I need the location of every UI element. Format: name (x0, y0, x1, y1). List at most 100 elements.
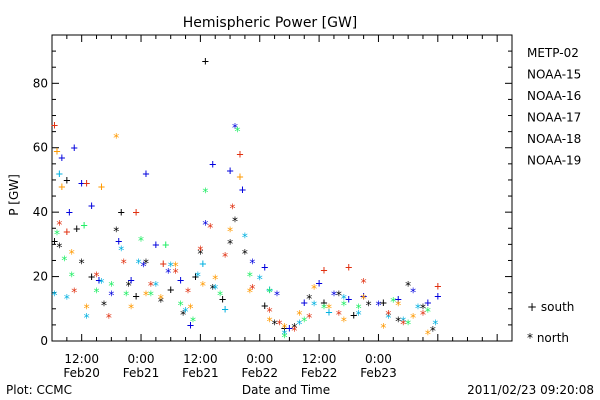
data-point-noaa-17: * (137, 234, 144, 248)
data-point-noaa-19: * (197, 244, 204, 258)
data-point-noaa-19: + (160, 257, 167, 271)
data-point-metp-02: + (202, 54, 209, 68)
data-point-noaa-19: * (172, 266, 179, 280)
data-point-noaa-17: * (68, 269, 75, 283)
x-tick-label-time: 0:00 (246, 352, 273, 366)
data-point-metp-02: * (157, 295, 164, 309)
data-point-noaa-16: * (296, 318, 303, 332)
data-point-noaa-17: * (355, 302, 362, 316)
data-point-noaa-17: * (189, 314, 196, 328)
data-point-noaa-19: * (56, 218, 63, 232)
data-point-metp-02: * (78, 256, 85, 270)
symbol-legend: + south * north (527, 300, 574, 345)
chart-title: Hemispheric Power [GW] (183, 15, 358, 31)
data-point-noaa-16: * (152, 279, 159, 293)
data-point-noaa-17: * (281, 331, 288, 345)
data-point-noaa-18: * (68, 247, 75, 261)
data-point-metp-02: + (167, 282, 174, 296)
data-point-noaa-18: * (212, 273, 219, 287)
data-point-noaa-19: * (249, 282, 256, 296)
data-point-noaa-19: * (276, 318, 283, 332)
data-point-noaa-15: * (231, 121, 238, 135)
data-point-noaa-16: * (340, 292, 347, 306)
data-point-noaa-15: * (330, 289, 337, 303)
data-point-metp-02: + (118, 205, 125, 219)
data-point-metp-02: * (395, 314, 402, 328)
data-point-noaa-15: + (286, 321, 293, 335)
data-point-noaa-17: * (108, 279, 115, 293)
data-point-metp-02: * (113, 224, 120, 238)
data-point-metp-02: * (209, 282, 216, 296)
data-point-noaa-16: * (83, 311, 90, 325)
data-point-noaa-16: + (266, 282, 273, 296)
legend-entry-noaa-17: NOAA-17 (527, 111, 581, 125)
legend: METP-02 NOAA-15 NOAA-16 NOAA-17 NOAA-18 NOAA-… (527, 46, 581, 168)
data-point-noaa-19: + (63, 224, 70, 238)
data-point-noaa-19: + (236, 147, 243, 161)
data-point-noaa-16: * (118, 244, 125, 258)
data-point-metp-02: + (380, 295, 387, 309)
x-tick-label-date: Feb22 (301, 366, 338, 380)
data-point-noaa-16: * (400, 314, 407, 328)
data-point-noaa-16: * (194, 269, 201, 283)
data-point-noaa-17: * (320, 302, 327, 316)
data-point-noaa-15: + (142, 167, 149, 181)
data-point-metp-02: * (226, 237, 233, 251)
y-tick-label: 20 (33, 270, 48, 284)
data-point-noaa-16: * (414, 302, 421, 316)
data-point-noaa-19: * (419, 308, 426, 322)
data-point-noaa-15: + (71, 141, 78, 155)
data-point-noaa-19: + (345, 260, 352, 274)
data-point-noaa-18: * (409, 311, 416, 325)
data-point-noaa-15: * (409, 285, 416, 299)
data-point-noaa-18: * (142, 289, 149, 303)
data-point-metp-02: + (88, 270, 95, 284)
data-point-noaa-18: * (311, 282, 318, 296)
y-tick-label: 40 (33, 205, 48, 219)
data-point-noaa-15: + (78, 176, 85, 190)
data-point-noaa-15: + (434, 289, 441, 303)
legend-entry-noaa-19: NOAA-19 (527, 154, 581, 168)
data-point-noaa-19: * (93, 269, 100, 283)
data-point-noaa-15: + (226, 163, 233, 177)
data-point-noaa-18: * (340, 314, 347, 328)
data-point-noaa-16: * (51, 289, 58, 303)
x-tick-label-date: Feb21 (182, 366, 219, 380)
data-point-noaa-18: * (380, 321, 387, 335)
data-points: +*++*+**+*+**+*+*+*+***+* + ** + *+* +****+++… (51, 54, 442, 345)
data-point-noaa-19: + (83, 176, 90, 190)
data-point-noaa-15: + (424, 295, 431, 309)
data-point-metp-02: + (51, 234, 58, 248)
x-axis-label: Date and Time (242, 383, 330, 397)
data-point-metp-02: * (335, 289, 342, 303)
data-point-noaa-18: * (226, 224, 233, 238)
x-tick-label-time: 12:00 (302, 352, 337, 366)
data-point-noaa-15: * (165, 266, 172, 280)
data-point-noaa-19: * (400, 318, 407, 332)
data-point-noaa-18: + (236, 170, 243, 184)
data-point-noaa-16: * (182, 305, 189, 319)
data-point-noaa-19: * (184, 285, 191, 299)
data-point-noaa-18: * (199, 279, 206, 293)
data-point-noaa-18: * (296, 308, 303, 322)
data-point-noaa-19: * (105, 311, 112, 325)
data-point-noaa-17: * (53, 227, 60, 241)
data-point-noaa-19: * (71, 285, 78, 299)
data-point-noaa-15: + (187, 318, 194, 332)
x-tick-label-time: 12:00 (64, 352, 99, 366)
data-point-noaa-16: + (56, 167, 63, 181)
data-point-metp-02: * (365, 298, 372, 312)
data-point-metp-02: + (320, 295, 327, 309)
data-point-noaa-16: + (199, 257, 206, 271)
data-point-noaa-17: * (234, 124, 241, 138)
y-axis-label: P [GW] (7, 174, 21, 216)
data-point-metp-02: * (405, 279, 412, 293)
footer-plot-credit: Plot: CCMC (6, 383, 72, 397)
data-point-metp-02: * (100, 298, 107, 312)
data-point-noaa-19: + (320, 263, 327, 277)
data-point-noaa-15: + (88, 199, 95, 213)
data-point-noaa-16: * (355, 308, 362, 322)
data-point-noaa-15: + (345, 292, 352, 306)
data-point-metp-02: * (306, 292, 313, 306)
data-point-noaa-15: * (202, 218, 209, 232)
